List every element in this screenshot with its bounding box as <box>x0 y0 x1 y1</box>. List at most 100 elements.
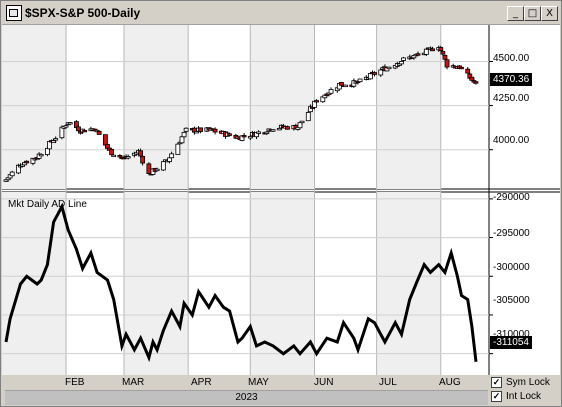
candle-body <box>102 134 108 146</box>
candle-body <box>305 112 311 122</box>
price-candle <box>109 148 114 156</box>
candle-body <box>241 135 247 138</box>
candle-body <box>442 54 448 60</box>
candle-body <box>63 125 69 128</box>
price-candle <box>372 71 377 77</box>
price-candle <box>270 129 276 132</box>
window-title: $SPX-S&P 500-Daily <box>25 6 141 20</box>
price-candle <box>140 155 146 166</box>
candle-body <box>167 157 172 162</box>
candle-body <box>212 128 218 133</box>
candle-body <box>146 163 152 174</box>
candle-body <box>314 100 319 103</box>
sym-lock-option[interactable]: ✓ Sym Lock <box>491 377 550 388</box>
candle-body <box>386 66 392 70</box>
price-candles <box>3 45 479 182</box>
chart-canvas[interactable] <box>2 25 560 375</box>
year-axis: 2023 <box>5 390 488 405</box>
price-candle <box>212 127 218 135</box>
candle-body <box>264 131 270 134</box>
month-label-feb: FEB <box>65 377 85 388</box>
title-bar[interactable]: $SPX-S&P 500-Daily _ □ X <box>2 2 560 25</box>
price-tick-4000: 4000.00 <box>493 135 530 146</box>
price-candle <box>241 133 247 139</box>
app-icon[interactable] <box>6 5 22 21</box>
price-candle <box>473 81 479 85</box>
candle-body <box>372 72 377 75</box>
candle-body <box>440 51 446 55</box>
month-label-jul: JUL <box>379 377 397 388</box>
year-label: 2023 <box>235 392 258 403</box>
minimize-button[interactable]: _ <box>507 6 524 21</box>
price-candle <box>227 132 233 137</box>
candle-body <box>47 141 52 150</box>
candle-body <box>227 133 233 136</box>
price-candle <box>256 130 261 136</box>
candle-body <box>181 131 187 138</box>
ad-tick-305000: -305000 <box>493 295 530 306</box>
price-candle <box>399 61 404 66</box>
candle-body <box>175 143 181 155</box>
sym-lock-checkbox[interactable]: ✓ <box>491 377 502 388</box>
month-band <box>250 25 315 189</box>
candle-body <box>111 154 117 158</box>
candle-body <box>299 120 305 124</box>
price-candle <box>181 131 187 139</box>
price-candle <box>264 130 270 135</box>
candle-body <box>24 160 30 164</box>
candle-body <box>59 126 65 139</box>
price-candle <box>415 51 421 57</box>
month-label-may: MAY <box>248 377 269 388</box>
candle-body <box>38 153 44 157</box>
int-lock-checkbox[interactable]: ✓ <box>491 391 502 402</box>
candle-body <box>276 128 282 131</box>
candle-body <box>183 127 189 132</box>
price-candle <box>357 78 363 83</box>
candle-body <box>256 131 261 134</box>
price-candle <box>183 127 189 134</box>
maximize-button[interactable]: □ <box>524 6 541 21</box>
candle-body <box>125 156 131 159</box>
price-candle <box>111 154 117 158</box>
price-candle <box>386 66 392 70</box>
candle-body <box>51 140 57 144</box>
ad-tick-310000: -310000 <box>493 329 530 340</box>
candle-body <box>154 168 160 172</box>
price-candle <box>305 110 311 122</box>
candle-body <box>444 59 450 68</box>
candle-body <box>270 129 276 132</box>
price-candle <box>146 162 152 174</box>
month-label-aug: AUG <box>439 377 461 388</box>
price-candle <box>53 136 59 143</box>
price-candle <box>9 170 15 177</box>
price-candle <box>154 167 160 172</box>
candle-body <box>469 76 475 81</box>
price-candle <box>297 122 303 129</box>
int-lock-option[interactable]: ✓ Int Lock <box>491 391 541 402</box>
close-button[interactable]: X <box>541 6 558 21</box>
candle-body <box>67 122 73 125</box>
month-band <box>2 25 67 189</box>
month-axis: FEB MAR APR MAY JUN JUL AUG <box>5 376 488 390</box>
ad-last-value: -311054 <box>490 336 532 349</box>
price-candle <box>67 122 73 126</box>
price-candle <box>438 45 444 51</box>
price-candle <box>285 125 290 130</box>
candle-body <box>297 122 303 129</box>
int-lock-label: Int Lock <box>506 391 542 403</box>
ad-tick-290000: -290000 <box>493 192 530 203</box>
time-axis: FEB MAR APR MAY JUN JUL AUG 2023 ✓ Sym Lo… <box>2 376 560 406</box>
candle-body <box>140 155 146 164</box>
candle-body <box>473 81 479 84</box>
candle-body <box>45 147 50 155</box>
chart-area[interactable]: Mkt Daily AD Line 4500.00 4250.00 4000.0… <box>2 25 560 375</box>
candle-body <box>459 66 464 70</box>
price-tick-4500: 4500.00 <box>493 53 530 64</box>
candle-body <box>399 61 404 65</box>
candle-body <box>9 171 15 177</box>
price-candle <box>198 127 204 134</box>
price-candle <box>160 160 166 171</box>
price-candle <box>444 58 450 70</box>
price-candle <box>299 120 305 125</box>
ad-line-series <box>4 202 478 363</box>
